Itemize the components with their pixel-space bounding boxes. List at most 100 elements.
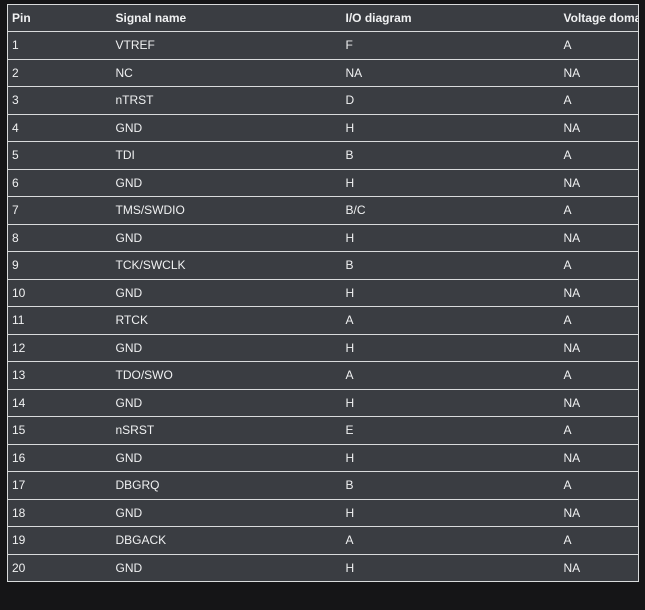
cell-pin: 6 — [12, 175, 19, 190]
table-row: 18 GND H NA — [7, 499, 639, 527]
cell-io-diagram: H — [345, 230, 355, 245]
cell-pin: 17 — [12, 478, 26, 493]
cell-pin: 15 — [12, 423, 26, 438]
cell-voltage-domain: NA — [563, 450, 581, 465]
cell-io-diagram: NA — [345, 65, 363, 80]
cell-voltage-domain: NA — [563, 285, 581, 300]
cell-pin: 7 — [12, 203, 19, 218]
cell-pin: 2 — [12, 65, 19, 80]
cell-io-diagram: H — [345, 340, 355, 355]
cell-voltage-domain: A — [563, 313, 572, 328]
cell-signal-name: nSRST — [115, 423, 155, 438]
cell-voltage-domain: NA — [563, 505, 581, 520]
cell-pin: 20 — [12, 560, 26, 575]
cell-voltage-domain: A — [563, 93, 572, 108]
table-row: 9 TCK/SWCLK B A — [7, 251, 639, 280]
cell-signal-name: nTRST — [115, 93, 154, 108]
cell-signal-name: TMS/SWDIO — [115, 203, 185, 218]
cell-signal-name: GND — [115, 450, 143, 465]
cell-signal-name: TDO/SWO — [115, 368, 173, 383]
cell-voltage-domain: A — [563, 38, 572, 53]
cell-io-diagram: B/C — [345, 203, 366, 218]
cell-voltage-domain: A — [563, 148, 572, 163]
cell-io-diagram: H — [345, 395, 355, 410]
cell-voltage-domain: NA — [563, 395, 581, 410]
cell-signal-name: GND — [115, 120, 143, 135]
cell-io-diagram: H — [345, 120, 355, 135]
cell-voltage-domain: A — [563, 258, 572, 273]
cell-signal-name: GND — [115, 285, 143, 300]
cell-pin: 14 — [12, 395, 26, 410]
pinout-table-body: 1 VTREF F A 2 NC NA NA 3 nTRST D A 4 GND H NA 5 TDI B A 6 GND… — [7, 31, 639, 582]
cell-signal-name: TDI — [115, 148, 135, 163]
cell-pin: 1 — [12, 38, 19, 53]
table-row: 8 GND H NA — [7, 224, 639, 252]
pinout-table-header: Pin Signal name I/O diagram Voltage domain — [8, 5, 639, 32]
cell-io-diagram: D — [345, 93, 355, 108]
cell-pin: 11 — [12, 313, 25, 328]
cell-pin: 16 — [12, 450, 26, 465]
cell-io-diagram: E — [345, 423, 354, 438]
cell-pin: 4 — [12, 120, 19, 135]
table-row: 1 VTREF F A — [7, 31, 639, 60]
cell-pin: 19 — [12, 533, 26, 548]
cell-voltage-domain: A — [563, 368, 572, 383]
cell-signal-name: GND — [115, 505, 143, 520]
cell-io-diagram: H — [345, 505, 355, 520]
header-cell-voltage-domain: Voltage domain — [563, 11, 639, 25]
table-row: 10 GND H NA — [7, 279, 639, 307]
cell-io-diagram: A — [345, 533, 354, 548]
cell-io-diagram: H — [345, 285, 355, 300]
table-row: 5 TDI B A — [7, 141, 639, 170]
cell-io-diagram: H — [345, 175, 355, 190]
cell-pin: 18 — [12, 505, 26, 520]
cell-io-diagram: F — [345, 38, 353, 53]
cell-signal-name: TCK/SWCLK — [115, 258, 186, 273]
table-row: 11 RTCK A A — [7, 306, 639, 335]
cell-io-diagram: A — [345, 313, 354, 328]
table-row: 12 GND H NA — [7, 334, 639, 362]
cell-voltage-domain: A — [563, 203, 572, 218]
cell-voltage-domain: NA — [563, 65, 581, 80]
cell-pin: 12 — [12, 340, 26, 355]
cell-voltage-domain: NA — [563, 560, 581, 575]
table-row: 14 GND H NA — [7, 389, 639, 417]
cell-signal-name: NC — [115, 65, 133, 80]
cell-io-diagram: B — [345, 478, 354, 493]
table-row: 3 nTRST D A — [7, 86, 639, 115]
header-cell-io-diagram: I/O diagram — [345, 11, 412, 25]
cell-voltage-domain: A — [563, 533, 572, 548]
cell-pin: 5 — [12, 148, 19, 163]
cell-voltage-domain: NA — [563, 340, 581, 355]
table-row: 19 DBGACK A A — [7, 526, 639, 555]
cell-voltage-domain: A — [563, 478, 572, 493]
table-row: 13 TDO/SWO A A — [7, 361, 639, 390]
cell-io-diagram: B — [345, 258, 354, 273]
header-cell-pin: Pin — [12, 11, 31, 25]
cell-signal-name: DBGACK — [115, 533, 167, 548]
cell-signal-name: GND — [115, 230, 143, 245]
cell-io-diagram: B — [345, 148, 354, 163]
cell-io-diagram: A — [345, 368, 354, 383]
table-row: 17 DBGRQ B A — [7, 471, 639, 500]
header-row: Pin Signal name I/O diagram Voltage domain — [8, 5, 639, 32]
table-row: 20 GND H NA — [7, 554, 639, 582]
table-row: 6 GND H NA — [7, 169, 639, 197]
cell-voltage-domain: NA — [563, 230, 581, 245]
table-row: 16 GND H NA — [7, 444, 639, 472]
cell-voltage-domain: NA — [563, 120, 581, 135]
cell-pin: 3 — [12, 93, 19, 108]
table-row: 15 nSRST E A — [7, 416, 639, 445]
cell-io-diagram: H — [345, 450, 355, 465]
cell-signal-name: GND — [115, 340, 143, 355]
cell-pin: 8 — [12, 230, 19, 245]
header-cell-signal-name: Signal name — [115, 11, 187, 25]
cell-signal-name: GND — [115, 175, 143, 190]
cell-voltage-domain: A — [563, 423, 572, 438]
cell-pin: 10 — [12, 285, 26, 300]
cell-signal-name: DBGRQ — [115, 478, 160, 493]
cell-signal-name: GND — [115, 560, 143, 575]
cell-pin: 13 — [12, 368, 26, 383]
